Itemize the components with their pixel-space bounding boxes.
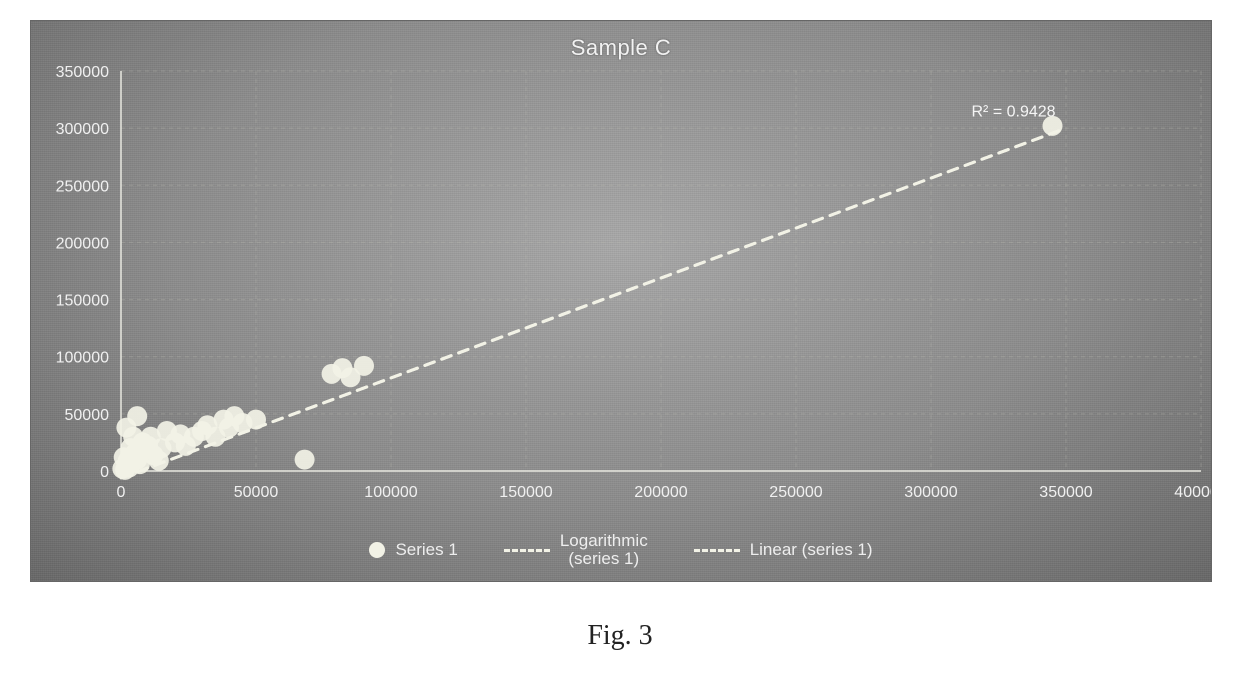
svg-text:350000: 350000 xyxy=(56,64,109,81)
legend-item-linear: Linear (series 1) xyxy=(694,541,873,560)
legend-label: Series 1 xyxy=(395,541,457,560)
chart-panel: Sample C 0500001000001500002000002500003… xyxy=(30,20,1212,582)
svg-text:250000: 250000 xyxy=(56,178,109,195)
svg-text:300000: 300000 xyxy=(56,121,109,138)
svg-text:R² = 0.9428: R² = 0.9428 xyxy=(972,104,1056,121)
svg-text:250000: 250000 xyxy=(769,484,822,501)
svg-text:300000: 300000 xyxy=(904,484,957,501)
scatter-plot: 0 50000 100000 150000 200000 250000 300000 3500… xyxy=(31,21,1211,581)
svg-text:200000: 200000 xyxy=(56,235,109,252)
legend: Series 1 Logarithmic (series 1) Linear (… xyxy=(31,532,1211,569)
legend-item-series1: Series 1 xyxy=(369,541,457,560)
svg-text:0: 0 xyxy=(117,484,126,501)
page: Sample C 0500001000001500002000002500003… xyxy=(0,0,1240,698)
svg-text:50000: 50000 xyxy=(234,484,279,501)
legend-dash-icon xyxy=(504,549,550,552)
svg-text:200000: 200000 xyxy=(634,484,687,501)
figure-caption: Fig. 3 xyxy=(30,620,1210,652)
svg-text:100000: 100000 xyxy=(56,350,109,367)
svg-text:100000: 100000 xyxy=(364,484,417,501)
svg-text:350000: 350000 xyxy=(1039,484,1092,501)
svg-text:150000: 150000 xyxy=(499,484,552,501)
legend-dash-icon xyxy=(694,549,740,552)
legend-dot-icon xyxy=(369,542,385,558)
svg-text:0: 0 xyxy=(100,464,109,481)
legend-item-logarithmic: Logarithmic (series 1) xyxy=(504,532,648,569)
legend-label: Linear (series 1) xyxy=(750,541,873,560)
svg-text:400000: 400000 xyxy=(1174,484,1211,501)
svg-text:150000: 150000 xyxy=(56,293,109,310)
legend-label: Logarithmic (series 1) xyxy=(560,532,648,569)
svg-text:50000: 50000 xyxy=(65,407,110,424)
